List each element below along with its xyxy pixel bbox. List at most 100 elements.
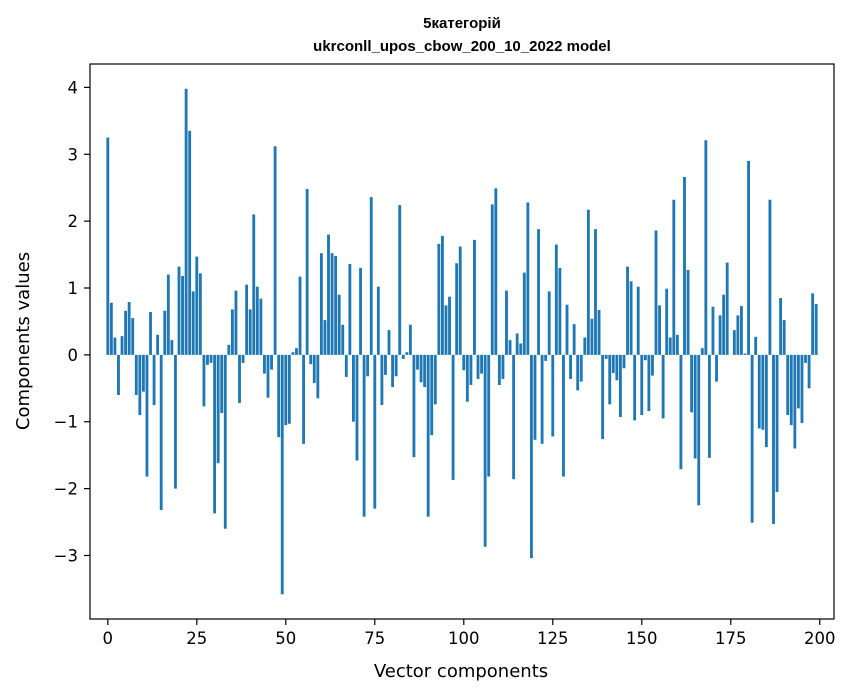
bar	[255, 286, 259, 355]
bar	[547, 291, 551, 355]
bar	[743, 353, 747, 355]
y-axis-label: Components values	[13, 252, 34, 430]
bar	[626, 266, 629, 355]
bar	[423, 354, 427, 387]
bar	[245, 284, 249, 355]
bar	[109, 302, 113, 355]
bar	[505, 290, 508, 355]
bar	[700, 348, 704, 355]
bar	[679, 354, 683, 470]
bar	[651, 354, 654, 376]
bar	[312, 354, 316, 383]
bar	[764, 354, 768, 448]
x-tick-label: 75	[364, 629, 385, 648]
bar	[152, 354, 156, 406]
bar	[195, 256, 199, 355]
bar	[384, 354, 387, 375]
bar	[359, 267, 362, 355]
bar	[145, 354, 149, 477]
bar	[270, 354, 273, 370]
bar	[241, 354, 245, 363]
chart-subtitle: ukrconll_upos_cbow_200_10_2022 model	[313, 38, 611, 55]
y-tick-label: −1	[54, 413, 78, 432]
bar	[230, 309, 234, 355]
bar	[512, 354, 516, 480]
bar	[141, 354, 145, 392]
bar	[711, 306, 715, 355]
bar	[807, 354, 811, 389]
bar	[761, 354, 765, 430]
bar	[772, 354, 775, 525]
x-tick-label: 50	[275, 629, 296, 648]
bar	[319, 253, 323, 355]
bar	[273, 146, 277, 355]
bar	[583, 337, 587, 355]
bar	[469, 354, 473, 385]
bar	[444, 305, 448, 355]
bar	[594, 229, 597, 355]
bar	[579, 354, 583, 382]
bar	[554, 244, 558, 355]
bar	[811, 293, 815, 355]
bar	[683, 177, 686, 355]
bar	[789, 354, 793, 426]
bar	[476, 354, 480, 379]
x-tick-label: 175	[715, 629, 747, 648]
bar	[672, 199, 676, 355]
bar	[216, 354, 220, 464]
bar	[380, 354, 384, 406]
bar	[786, 354, 790, 416]
bar	[305, 189, 309, 355]
bar	[473, 239, 476, 355]
bar	[508, 340, 512, 355]
bar	[223, 354, 227, 529]
bar	[416, 354, 419, 370]
bar	[295, 348, 298, 355]
bar	[127, 302, 131, 355]
bar	[401, 354, 405, 359]
bar	[181, 275, 184, 355]
bar	[134, 354, 138, 395]
bar	[526, 202, 530, 355]
bar	[515, 333, 519, 355]
bar	[608, 354, 612, 405]
bar	[483, 354, 487, 547]
bar	[138, 354, 142, 416]
bar	[540, 354, 544, 444]
bar	[736, 315, 740, 355]
bar	[586, 209, 590, 355]
bar	[640, 354, 644, 416]
bar	[665, 288, 669, 355]
bar	[576, 354, 580, 391]
bar	[369, 197, 373, 355]
bar	[707, 354, 711, 458]
bar	[113, 337, 117, 355]
x-tick-label: 100	[448, 629, 480, 648]
bar	[597, 310, 601, 355]
y-tick-label: −2	[54, 480, 78, 499]
bar	[747, 160, 750, 355]
bar	[569, 354, 572, 379]
bar	[430, 354, 434, 436]
bar	[330, 253, 334, 355]
x-axis-label: Vector components	[374, 661, 548, 682]
bar	[149, 312, 152, 355]
bar	[106, 137, 110, 355]
bar	[611, 354, 615, 373]
bar	[170, 340, 174, 355]
bar	[572, 324, 576, 355]
bar	[448, 296, 451, 355]
bar	[533, 354, 537, 440]
bar	[348, 263, 352, 355]
bar	[120, 336, 124, 355]
bar	[618, 354, 622, 418]
bar	[198, 273, 202, 355]
bar	[191, 291, 195, 355]
bar	[668, 337, 672, 355]
bar	[529, 354, 533, 559]
bar	[551, 354, 555, 437]
bar	[202, 354, 206, 407]
y-tick-label: −3	[54, 546, 78, 565]
bar	[287, 354, 291, 424]
